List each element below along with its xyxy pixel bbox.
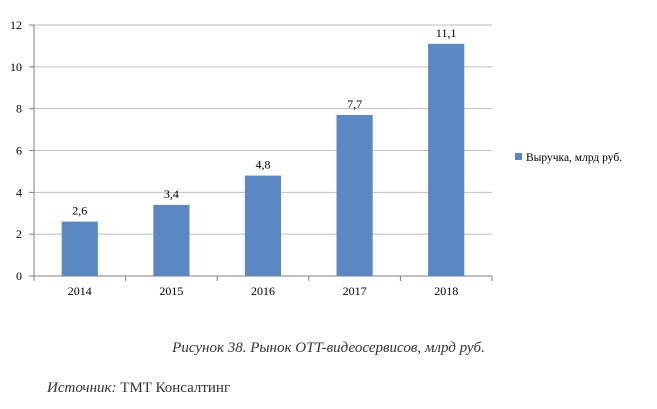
source-line: Источник: TMT Консалтинг — [47, 380, 230, 397]
bar — [336, 114, 373, 276]
figure-caption: Рисунок 38. Рынок OTT-видеосервисов, млр… — [172, 340, 485, 356]
bar — [244, 175, 282, 276]
x-tick-label: 2015 — [159, 284, 183, 298]
data-label: 2,6 — [72, 204, 87, 218]
bar — [428, 43, 465, 277]
data-label: 7,7 — [347, 97, 362, 111]
source-label: Источник: — [47, 380, 117, 396]
y-tick-label: 8 — [16, 102, 22, 116]
data-label: 4,8 — [256, 158, 271, 172]
data-label: 11,1 — [436, 26, 457, 40]
bar-chart: 0 2 4 6 8 10 12 2,6 2014 3,4 2015 4,8 2016 7,7 2017 11,… — [10, 18, 622, 298]
y-tick-label: 4 — [16, 185, 22, 199]
grid-lines — [34, 24, 492, 235]
bar — [153, 204, 190, 276]
y-tick-label: 10 — [10, 60, 22, 74]
bars — [61, 43, 465, 277]
y-tick-label: 12 — [10, 18, 22, 32]
legend-swatch — [515, 153, 522, 160]
source-value: TMT Консалтинг — [120, 380, 231, 396]
bar — [61, 221, 98, 276]
y-tick-label: 6 — [16, 144, 22, 158]
labels: 0 2 4 6 8 10 12 2,6 2014 3,4 2015 4,8 2016 7,7 2017 11,… — [10, 18, 458, 298]
y-tick-label: 0 — [16, 269, 22, 283]
x-tick-label: 2014 — [68, 284, 92, 298]
x-tick-label: 2016 — [251, 284, 275, 298]
x-tick-label: 2018 — [434, 284, 458, 298]
legend-label: Выручка, млрд руб. — [526, 152, 622, 164]
legend: Выручка, млрд руб. — [515, 152, 622, 164]
data-label: 3,4 — [164, 187, 179, 201]
x-tick-label: 2017 — [343, 284, 367, 298]
y-tick-label: 2 — [16, 227, 22, 241]
